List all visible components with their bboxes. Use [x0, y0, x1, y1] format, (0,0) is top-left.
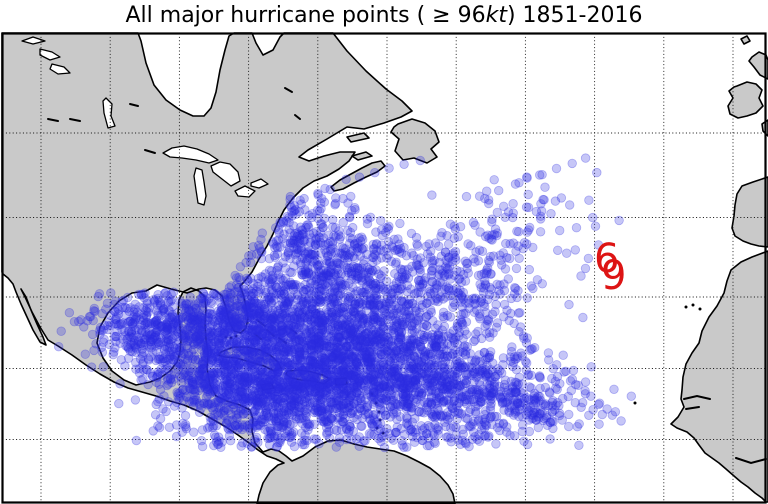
island-dot — [381, 431, 385, 435]
small-island-mark — [685, 406, 700, 410]
island-dot — [370, 392, 374, 396]
storm-annotation-glyph: 9 — [601, 253, 626, 299]
land-polygon — [351, 151, 373, 161]
land-polygon — [260, 382, 275, 391]
small-island-mark — [294, 114, 301, 120]
small-island-mark — [144, 149, 156, 154]
lake-polygon — [21, 36, 46, 45]
small-island-mark — [683, 394, 711, 400]
land-polygon — [285, 369, 331, 385]
island-dot — [378, 418, 382, 422]
land-polygon — [346, 132, 370, 143]
small-island-mark — [256, 319, 266, 327]
island-dot — [229, 336, 233, 340]
lake-polygon — [49, 63, 71, 75]
small-island-mark — [735, 457, 767, 465]
land-polygon — [748, 51, 768, 80]
land-polygon — [217, 346, 282, 372]
island-dot — [375, 426, 379, 430]
storm-annotation-glyph: 6 — [594, 236, 619, 282]
lake-polygon — [39, 48, 61, 61]
lake-polygon — [193, 167, 207, 206]
land-polygon — [1, 32, 456, 504]
chart-title-suffix: ) 1851-2016 — [506, 3, 643, 28]
island-dot — [234, 334, 238, 338]
land-polygon — [740, 35, 751, 45]
land-polygon — [390, 118, 440, 164]
chart-title: All major hurricane points ( ≥ 96kt) 185… — [0, 1, 768, 31]
island-dot — [633, 401, 637, 405]
land-polygon — [330, 160, 386, 192]
small-island-mark — [254, 333, 262, 340]
small-island-mark — [266, 329, 275, 337]
chart-title-unit: kt — [485, 3, 507, 28]
chart-title-prefix: All major hurricane points ( ≥ 96 — [125, 3, 486, 28]
small-island-mark — [47, 118, 59, 122]
land-polygon — [727, 81, 764, 119]
small-island-mark — [129, 103, 139, 107]
island-dot — [374, 401, 378, 405]
small-island-mark — [278, 337, 287, 344]
lake-polygon — [102, 97, 116, 129]
lake-polygon — [234, 185, 256, 198]
hurricane-points — [54, 153, 637, 453]
land-polygon — [334, 377, 348, 386]
land-polygon — [731, 176, 768, 248]
island-dot — [698, 307, 702, 311]
island-dot — [377, 410, 381, 414]
island-dot — [224, 335, 228, 339]
lake-polygon — [162, 145, 219, 164]
lake-polygon — [210, 161, 241, 187]
small-island-mark — [290, 328, 297, 334]
small-island-mark — [69, 118, 81, 122]
island-dot — [684, 305, 688, 309]
small-island-mark — [284, 87, 293, 93]
lake-polygon — [250, 178, 269, 189]
plot-frame — [1, 32, 767, 504]
island-dot — [691, 303, 695, 307]
